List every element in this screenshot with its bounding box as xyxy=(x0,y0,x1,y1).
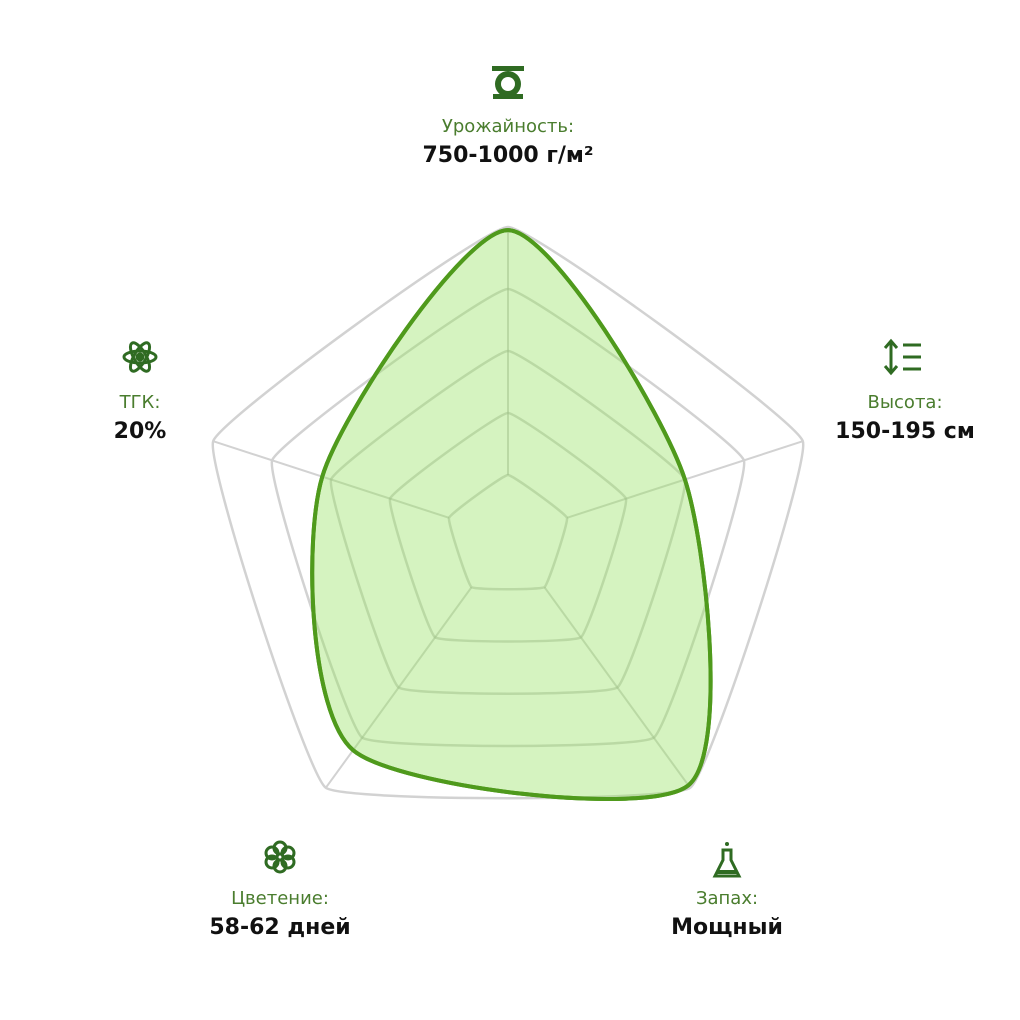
icon-scale xyxy=(492,66,524,99)
radar-outline xyxy=(310,228,713,802)
grid-overlay-line xyxy=(312,287,711,748)
value-label: 750-1000 г/м² xyxy=(422,143,593,168)
icon-height xyxy=(883,338,921,376)
value-label: Мощный xyxy=(671,915,783,940)
grid-overlay-line xyxy=(312,440,450,519)
icon-atom xyxy=(122,341,158,373)
radar-area xyxy=(310,228,713,802)
value-label: 20% xyxy=(114,419,167,444)
value-label: 150-195 см xyxy=(835,419,975,444)
grid-ring xyxy=(211,225,805,800)
axis-label: Запах: xyxy=(696,888,758,909)
axis-label: Высота: xyxy=(867,392,942,413)
grid-overlay-line xyxy=(388,411,628,643)
icon-flower xyxy=(264,840,296,874)
grid-overlay-line xyxy=(543,586,692,789)
value-label: 58-62 дней xyxy=(209,915,350,940)
axis-label: Урожайность: xyxy=(442,116,574,137)
grid-overlay-line xyxy=(329,349,687,695)
plot xyxy=(310,228,713,802)
axis-label: Цветение: xyxy=(231,888,329,909)
grid-overlay-line xyxy=(447,473,569,591)
labels: Урожайность: 750-1000 г/м² Высота: 150-195 … xyxy=(114,116,975,940)
icon-flask xyxy=(712,842,742,878)
axis-label: ТГК: xyxy=(119,392,161,413)
